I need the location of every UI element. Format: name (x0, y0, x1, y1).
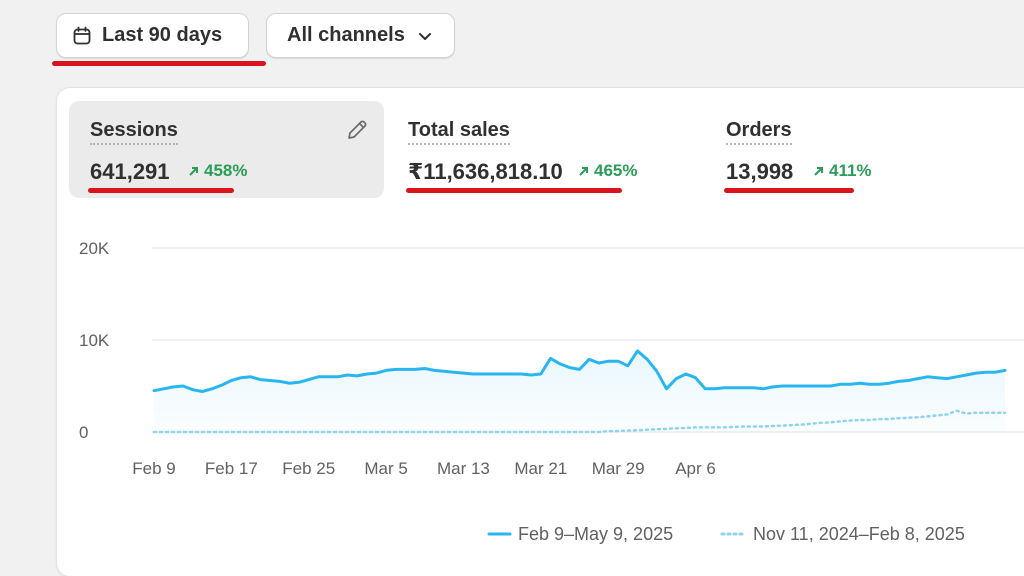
annotation-underline-sessions (88, 188, 234, 193)
metric-change-orders: 411% (813, 161, 872, 181)
date-range-label: Last 90 days (102, 24, 223, 46)
series-line-comparison (152, 409, 1007, 434)
x-tick-label: Mar 29 (592, 459, 645, 478)
legend-label-current: Feb 9–May 9, 2025 (518, 524, 673, 544)
channels-label: All channels (287, 24, 405, 46)
metric-label-sessions: Sessions (90, 119, 178, 145)
series-line-current (152, 349, 1007, 393)
metric-change-total-sales: 465% (578, 161, 637, 181)
x-tick-label: Mar 21 (514, 459, 567, 478)
metric-change-value: 411% (829, 161, 872, 180)
annotation-underline-orders (724, 188, 854, 193)
calendar-icon (72, 26, 92, 46)
arrow-up-right-icon (189, 166, 198, 176)
x-tick-label: Feb 17 (205, 459, 258, 478)
y-tick-label: 0 (79, 423, 88, 442)
series-area-fill (154, 351, 1005, 432)
x-tick-label: Mar 5 (364, 459, 407, 478)
x-tick-label: Feb 9 (132, 459, 175, 478)
pencil-icon[interactable] (345, 118, 369, 147)
metric-value-orders: 13,998 (726, 159, 794, 184)
y-tick-label: 10K (79, 331, 110, 350)
metric-tile-sessions[interactable] (69, 101, 384, 198)
arrow-up-right-icon (579, 166, 588, 176)
annotation-underline-date (52, 61, 266, 66)
x-tick-label: Apr 6 (675, 459, 716, 478)
metric-value-total-sales: ₹11,636,818.10 (408, 159, 563, 184)
x-tick-label: Mar 13 (437, 459, 490, 478)
y-tick-label: 20K (79, 239, 110, 258)
metric-label-total-sales: Total sales (408, 119, 510, 145)
metric-change-value: 465% (594, 161, 638, 180)
annotation-underline-total-sales (406, 188, 622, 193)
metric-change-value: 458% (204, 161, 248, 180)
legend-label-comparison: Nov 11, 2024–Feb 8, 2025 (753, 524, 965, 544)
date-range-button[interactable]: Last 90 days (56, 13, 249, 58)
channels-dropdown[interactable]: All channels (266, 13, 455, 58)
metric-change-sessions: 458% (188, 161, 247, 181)
chevron-down-icon (417, 28, 433, 44)
x-tick-label: Feb 25 (282, 459, 335, 478)
metric-value-sessions: 641,291 (90, 159, 170, 184)
metric-label-orders: Orders (726, 119, 792, 145)
arrow-up-right-icon (814, 166, 823, 176)
